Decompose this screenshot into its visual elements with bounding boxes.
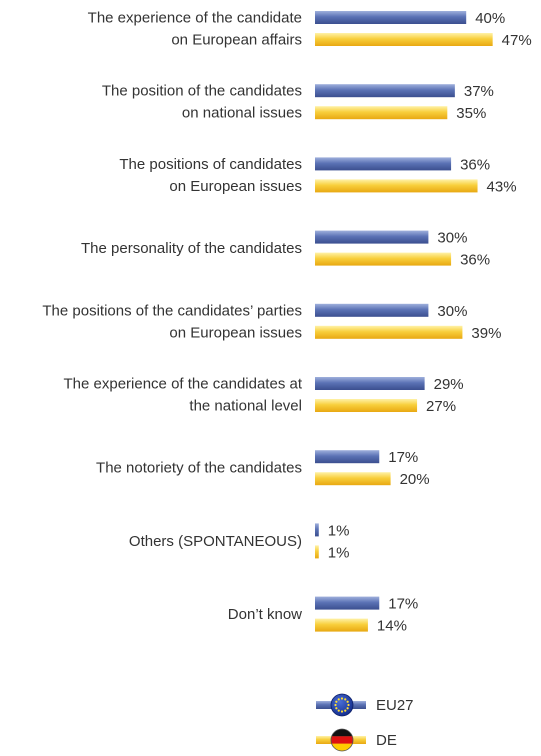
- bar-eu27: [315, 596, 380, 610]
- legend-label-eu27: EU27: [376, 697, 414, 714]
- value-label-de: 39%: [471, 325, 501, 342]
- category-label: The positions of the candidates’ parties: [42, 302, 302, 319]
- bar-eu27: [315, 523, 319, 537]
- value-label-de: 1%: [328, 544, 350, 561]
- category-label: The personality of the candidates: [81, 240, 302, 257]
- legend-item-de: DE: [316, 728, 397, 752]
- category-1: The experience of the candidate on Europe…: [88, 10, 532, 50]
- value-label-de: 35%: [456, 105, 486, 122]
- value-label-de: 20%: [400, 471, 430, 488]
- value-label-eu27: 30%: [437, 303, 467, 320]
- legend-item-eu27: EU27: [316, 693, 414, 717]
- value-label-eu27: 1%: [328, 522, 350, 539]
- bar-de: [315, 106, 448, 120]
- category-6: The experience of the candidates at the n…: [64, 376, 464, 416]
- bar-de: [315, 472, 391, 486]
- category-label: Others (SPONTANEOUS): [129, 533, 302, 550]
- value-label-eu27: 30%: [437, 230, 467, 247]
- category-label: The experience of the candidate: [88, 10, 302, 27]
- value-label-eu27: 17%: [388, 596, 418, 613]
- bars-layer: The experience of the candidate on Europe…: [42, 10, 531, 635]
- value-label-de: 14%: [377, 618, 407, 635]
- legend: EU27 DE: [316, 693, 414, 752]
- bar-de: [315, 618, 368, 632]
- category-label: on European affairs: [171, 32, 302, 49]
- bar-de: [315, 179, 478, 193]
- value-label-eu27: 36%: [460, 156, 490, 173]
- bar-de: [315, 252, 452, 266]
- bar-de: [315, 545, 319, 559]
- category-8: Others (SPONTANEOUS) 1% 1%: [129, 522, 350, 561]
- value-label-de: 47%: [502, 32, 532, 49]
- bar-de: [315, 399, 418, 412]
- category-label: The position of the candidates: [102, 83, 302, 100]
- bar-de: [315, 33, 493, 46]
- value-label-de: 27%: [426, 398, 456, 415]
- category-label: on European issues: [169, 178, 302, 195]
- category-label: The positions of candidates: [119, 156, 302, 173]
- category-label: The experience of the candidates at: [64, 376, 303, 393]
- value-label-eu27: 29%: [434, 376, 464, 393]
- bar-de: [315, 325, 463, 339]
- value-label-eu27: 37%: [464, 83, 494, 100]
- category-9: Don’t know 17% 14%: [228, 596, 418, 635]
- bar-eu27: [315, 230, 429, 244]
- category-7: The notoriety of the candidates 17% 20%: [96, 449, 430, 488]
- bar-eu27: [315, 450, 380, 464]
- category-label: Don’t know: [228, 606, 302, 623]
- germany-flag-icon: [330, 728, 354, 752]
- bar-eu27: [315, 157, 452, 171]
- bar-eu27: [315, 303, 429, 317]
- bar-eu27: [315, 84, 455, 98]
- value-label-eu27: 40%: [475, 10, 505, 27]
- legend-label-de: DE: [376, 732, 397, 749]
- category-3: The positions of candidates on European i…: [119, 156, 516, 196]
- eu-flag-icon: [330, 693, 354, 717]
- category-label: the national level: [189, 398, 302, 415]
- value-label-de: 36%: [460, 252, 490, 269]
- bar-eu27: [315, 11, 467, 24]
- category-label: The notoriety of the candidates: [96, 460, 302, 477]
- category-2: The position of the candidates on nationa…: [102, 83, 494, 123]
- value-label-de: 43%: [487, 178, 517, 195]
- category-label: on European issues: [169, 324, 302, 341]
- category-5: The positions of the candidates’ parties…: [42, 302, 501, 342]
- value-label-eu27: 17%: [388, 449, 418, 466]
- category-label: on national issues: [182, 105, 302, 122]
- bar-eu27: [315, 377, 425, 390]
- category-4: The personality of the candidates 30% 36%: [81, 230, 490, 269]
